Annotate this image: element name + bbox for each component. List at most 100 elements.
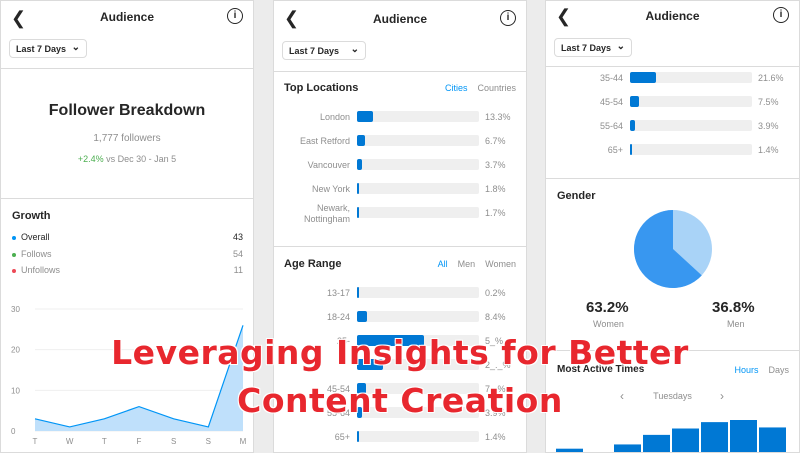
y-tick-label: 20 (11, 346, 20, 355)
screen-title: Audience (372, 12, 427, 26)
info-icon[interactable]: i (773, 7, 789, 23)
gender-title: Gender (557, 190, 596, 202)
location-row: Newark, Nottingham 1.7% (274, 203, 526, 224)
location-bar-track (357, 183, 479, 194)
age-bar (357, 311, 368, 322)
tab-men[interactable]: Men (457, 259, 476, 269)
date-range-value: Last 7 Days (561, 43, 612, 53)
active-day: Tuesdays (653, 391, 692, 401)
location-label: London (319, 112, 350, 122)
back-arrow-icon[interactable]: ❮ (556, 6, 572, 26)
age-bar (630, 96, 640, 107)
age-percent: 1.4% (485, 432, 506, 442)
location-percent: 1.8% (485, 184, 506, 194)
active-hour-bar (701, 422, 728, 452)
change-percent: +2.4% (77, 154, 104, 164)
tab-countries[interactable]: Countries (477, 83, 516, 93)
age-percent: 7._% (485, 384, 506, 394)
age-percent: 3.9% (758, 121, 779, 131)
active-times-chart (556, 420, 786, 452)
x-tick-label: S (171, 437, 176, 446)
active-hour-bar (730, 420, 757, 452)
age-label: 45-54 (326, 384, 350, 394)
women-percent: 63.2% (586, 299, 629, 316)
tab-days[interactable]: Days (768, 365, 789, 375)
location-percent: 1.7% (485, 208, 506, 218)
location-label: Vancouver (307, 160, 350, 170)
header: ❮ Audience i (546, 1, 799, 34)
prev-day-icon[interactable]: ‹ (620, 389, 624, 403)
location-percent: 13.3% (485, 112, 511, 122)
chevron-down-icon: ⌄ (350, 44, 359, 55)
age-row: 45-54 7._% (274, 383, 526, 400)
age-bar (357, 407, 362, 418)
age-bar-track (357, 359, 479, 370)
gender-pie-chart (634, 210, 712, 288)
legend-unfollows: Unfollows (12, 265, 60, 275)
age-row: 2_._% (274, 359, 526, 376)
info-icon[interactable]: i (227, 8, 243, 24)
y-tick-label: 30 (11, 305, 20, 314)
active-hour-bar (759, 427, 786, 452)
growth-area (35, 325, 243, 431)
age-label: 55-64 (599, 121, 623, 131)
age-row: 55-64 3.9% (274, 407, 526, 424)
age-percent: 5_% (485, 336, 504, 346)
back-arrow-icon[interactable]: ❮ (11, 8, 27, 28)
y-tick-label: 0 (11, 427, 16, 436)
tab-all[interactable]: All (437, 259, 448, 269)
back-arrow-icon[interactable]: ❮ (284, 8, 300, 28)
women-label: Women (593, 319, 624, 329)
location-row: New York 1.8% (274, 183, 526, 200)
header: ❮ Audience i (274, 1, 526, 34)
follower-breakdown-title: Follower Breakdown (48, 102, 206, 119)
date-range-dropdown[interactable]: Last 7 Days ⌄ (9, 39, 87, 58)
age-gender-screen: ❮ Audience i Last 7 Days ⌄ 35-44 21.6% 45-… (545, 0, 800, 453)
tab-cities[interactable]: Cities (444, 83, 468, 93)
growth-line (34, 325, 244, 428)
men-percent: 36.8% (712, 299, 755, 316)
tab-hours[interactable]: Hours (734, 365, 759, 375)
age-label: 25- (336, 336, 350, 346)
age-bar-track (357, 335, 479, 346)
date-range-dropdown[interactable]: Last 7 Days ⌄ (282, 41, 366, 60)
age-percent: 3.9% (485, 408, 506, 418)
legend-overall: Overall (12, 232, 50, 242)
age-percent: 21.6% (758, 73, 784, 83)
caption-line-1: Leveraging Insights for Better (111, 333, 689, 372)
top-locations-title: Top Locations (284, 82, 359, 94)
age-label: 45-54 (599, 97, 623, 107)
age-label: 35-44 (599, 73, 623, 83)
y-tick-label: 10 (11, 386, 20, 395)
age-bar-track (630, 96, 752, 107)
age-bar-track (357, 287, 479, 298)
active-hour-bar (614, 444, 641, 452)
date-range-dropdown[interactable]: Last 7 Days ⌄ (554, 38, 632, 57)
location-label: East Retford (299, 136, 350, 146)
follower-change: +2.4% vs Dec 30 - Jan 5 (1, 154, 253, 164)
age-percent: 2_._% (485, 360, 511, 370)
age-percent: 1.4% (758, 145, 779, 155)
x-tick-label: T (102, 437, 107, 446)
date-range-value: Last 7 Days (289, 46, 340, 56)
age-bar-track (630, 144, 752, 155)
age-label: 65+ (334, 432, 350, 442)
age-bar-track (357, 431, 479, 442)
chevron-down-icon: ⌄ (616, 41, 625, 52)
age-bar-track (630, 120, 752, 131)
age-label: 55-64 (326, 408, 350, 418)
age-bar-track (357, 407, 479, 418)
age-percent: 7.5% (758, 97, 779, 107)
x-tick-label: W (66, 437, 74, 446)
location-row: East Retford 6.7% (274, 135, 526, 152)
age-row: 25- 5_% (274, 335, 526, 352)
location-bar-track (357, 159, 479, 170)
info-icon[interactable]: i (500, 10, 516, 26)
next-day-icon[interactable]: › (720, 389, 724, 403)
age-row: 13-17 0.2% (274, 287, 526, 304)
age-label: 18-24 (326, 312, 350, 322)
tab-women[interactable]: Women (485, 259, 516, 269)
legend-follows: Follows (12, 249, 52, 259)
location-row: Vancouver 3.7% (274, 159, 526, 176)
active-hour-bar (556, 448, 583, 452)
